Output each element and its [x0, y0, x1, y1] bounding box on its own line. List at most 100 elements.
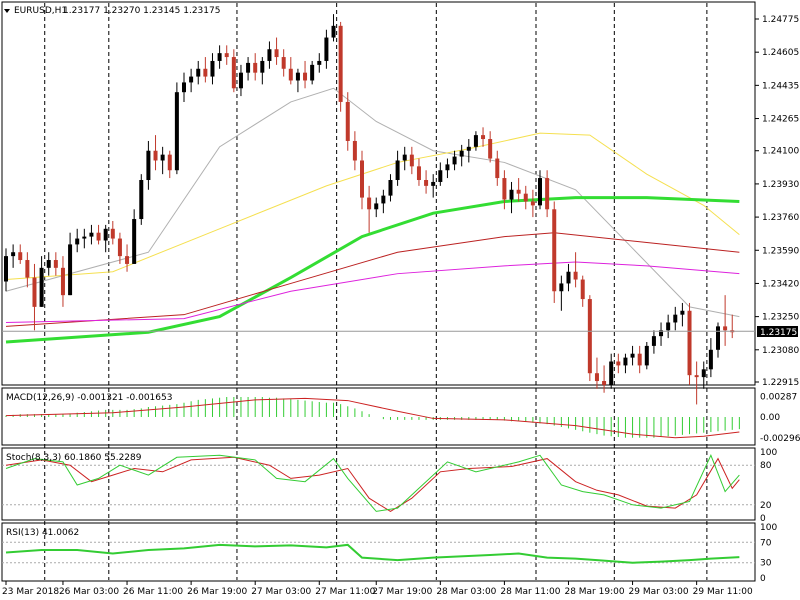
macd-axis-label: -0.002968	[760, 434, 800, 444]
time-tick-label: 29 Mar 03:00	[629, 587, 689, 597]
time-tick-label: 27 Mar 11:00	[315, 587, 375, 597]
axis-layer: 1.24775 1.24605 1.24435 1.24265 1.24100 1.239…	[2, 15, 800, 597]
candle-body	[18, 252, 23, 261]
macd-axis-label: 0.00287	[760, 393, 797, 403]
price-tick-label: 1.24605	[762, 48, 799, 58]
candle-body	[459, 150, 464, 157]
candle-body	[153, 150, 158, 161]
candle-body	[288, 68, 293, 81]
candle-body	[666, 322, 671, 331]
stoch-axis-label: 0	[760, 514, 766, 524]
candle-body	[303, 72, 308, 81]
candle-body	[238, 72, 243, 89]
candle-body	[4, 256, 8, 282]
time-tick-label: 29 Mar 11:00	[693, 587, 753, 597]
current-price-label: 1.23175	[760, 328, 797, 338]
candle-body	[416, 166, 421, 181]
candle-body	[196, 68, 201, 77]
rsi-layer	[2, 541, 755, 564]
candle-body	[452, 156, 457, 165]
candle-body	[438, 170, 443, 182]
candle-body	[424, 180, 429, 186]
stoch-signal-line	[5, 456, 740, 512]
candle-body	[673, 314, 678, 323]
symbol-label: EURUSD,H1	[14, 6, 67, 16]
candle-body	[125, 256, 130, 264]
price-tick-label: 1.23930	[762, 180, 799, 190]
time-tick-label: 27 Mar 03:00	[251, 587, 311, 597]
vertical-grid	[44, 3, 708, 580]
candle-body	[680, 310, 685, 315]
candle-body	[174, 92, 179, 171]
candle-body	[82, 236, 87, 239]
candle-body	[68, 244, 73, 296]
candle-body	[716, 326, 720, 350]
price-tick-label: 1.23420	[762, 279, 799, 289]
candle-body	[687, 310, 692, 376]
candle-body	[495, 158, 500, 179]
candle-body	[701, 369, 706, 378]
stoch-title: Stoch(8,3,3) 60.1860 55.2289	[6, 453, 142, 463]
candle-body	[32, 277, 37, 307]
candle-body	[402, 154, 407, 161]
macd-axis-label: 0.00	[760, 413, 780, 423]
time-tick-label: 28 Mar 11:00	[500, 587, 560, 597]
stoch-axis-label: 20	[760, 501, 772, 511]
price-tick-label: 1.23080	[762, 346, 799, 356]
time-tick-label: 28 Mar 03:00	[436, 587, 496, 597]
dropdown-triangle-icon[interactable]	[4, 9, 10, 13]
candle-body	[488, 139, 493, 159]
candle-body	[260, 60, 265, 73]
price-tick-label: 1.24100	[762, 147, 799, 157]
rsi-line	[5, 543, 740, 564]
candle-body	[182, 82, 186, 93]
candle-body	[117, 238, 122, 257]
stoch-panel	[1, 447, 756, 521]
candle-body	[331, 25, 336, 38]
candle-body	[146, 150, 151, 181]
macd-layer	[5, 397, 740, 439]
candle-body	[609, 361, 614, 385]
price-panel	[1, 1, 756, 386]
candle-body	[381, 195, 386, 204]
candle-body	[253, 62, 258, 73]
candle-body	[566, 271, 571, 284]
candle-body	[224, 53, 229, 58]
candle-body	[310, 64, 315, 81]
candle-body	[160, 154, 165, 161]
candle-body	[573, 271, 578, 280]
moving-average-4	[5, 261, 740, 323]
candle-body	[110, 228, 115, 239]
time-tick-label: 27 Mar 19:00	[372, 587, 432, 597]
price-tick-label: 1.24775	[762, 15, 799, 25]
candle-body	[616, 361, 621, 366]
candle-body	[267, 49, 272, 61]
candle-body	[103, 228, 108, 241]
candle-body	[516, 189, 521, 194]
stoch-layer	[2, 454, 755, 512]
candle-body	[395, 160, 400, 181]
rsi-panel	[1, 522, 756, 582]
candle-body	[11, 252, 16, 257]
candle-body	[559, 283, 564, 292]
candle-body	[210, 60, 215, 77]
candle-body	[60, 267, 65, 296]
candle-body	[473, 135, 478, 147]
rsi-axis-label: 30	[760, 559, 772, 569]
candle-body	[509, 189, 514, 200]
stoch-main-line	[5, 454, 740, 512]
candle-body	[587, 299, 592, 374]
current-price-tag	[757, 326, 798, 337]
price-tick-label: 1.23590	[762, 246, 799, 256]
candle-body	[630, 353, 635, 358]
macd-title: MACD(12,26,9) -0.001321 -0.001653	[6, 393, 172, 403]
candle-body	[25, 260, 30, 278]
candle-body	[637, 353, 642, 366]
candle-body	[367, 197, 372, 210]
candle-body	[545, 178, 550, 210]
candle-body	[203, 68, 208, 77]
time-tick-label: 26 Mar 11:00	[123, 587, 183, 597]
candle-body	[523, 193, 528, 202]
candle-body	[338, 25, 343, 102]
